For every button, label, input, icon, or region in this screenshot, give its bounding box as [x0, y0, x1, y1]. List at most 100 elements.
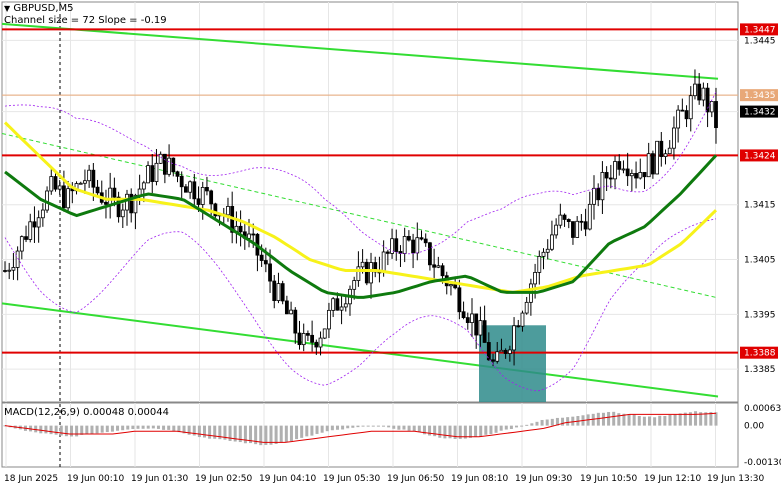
- bear-candle: [474, 313, 479, 336]
- bear-candle: [272, 280, 277, 301]
- macd-histogram-bar: [218, 425, 222, 440]
- macd-histogram-bar: [259, 425, 263, 446]
- macd-histogram-bar: [591, 413, 595, 426]
- channel-upper-line: [1, 22, 719, 80]
- bear-candle: [385, 251, 390, 254]
- x-tick-label: 19 Jun 13:30: [707, 474, 764, 484]
- bull-candle: [57, 185, 62, 190]
- bid-price-tag: [740, 89, 778, 102]
- macd-histogram-bar: [417, 425, 421, 433]
- bull-candle: [141, 182, 146, 190]
- macd-histogram-bar: [182, 425, 186, 434]
- bear-candle: [268, 263, 272, 282]
- bear-candle: [457, 287, 462, 313]
- bull-candle: [125, 193, 129, 211]
- macd-histogram-bar: [668, 414, 672, 426]
- bull-candle: [78, 182, 83, 185]
- macd-histogram-bar: [223, 425, 227, 440]
- bear-candle: [251, 233, 256, 236]
- macd-histogram-bar: [351, 425, 355, 428]
- bear-candle: [406, 236, 411, 241]
- macd-histogram-bar: [382, 425, 386, 427]
- bear-candle: [516, 325, 521, 328]
- macd-signal-line: [4, 412, 717, 443]
- bear-candle: [95, 186, 100, 194]
- macd-histogram-bar: [356, 425, 360, 428]
- macd-histogram-bar: [622, 413, 626, 426]
- macd-histogram-bar: [683, 412, 687, 426]
- macd-histogram-bar: [571, 416, 575, 426]
- macd-histogram-bar: [341, 425, 345, 430]
- macd-histogram-bar: [663, 415, 667, 426]
- macd-histogram-bar: [156, 425, 160, 429]
- bear-candle: [196, 198, 201, 205]
- bear-candle: [697, 83, 702, 101]
- bull-candle: [331, 298, 336, 311]
- bull-candle: [15, 250, 20, 268]
- bull-candle: [638, 172, 643, 179]
- macd-histogram-bar: [95, 425, 99, 434]
- macd-histogram-bar: [632, 414, 636, 426]
- bear-candle: [205, 186, 209, 192]
- bear-candle: [634, 173, 638, 179]
- macd-histogram-bar: [673, 414, 677, 426]
- macd-histogram-bar: [474, 425, 478, 438]
- bear-candle: [280, 283, 285, 302]
- bull-candle: [524, 301, 529, 314]
- level-price-tag: [740, 149, 778, 162]
- macd-histogram-bar: [151, 425, 155, 429]
- macd-histogram-bar: [177, 425, 181, 433]
- macd-histogram-bar: [105, 425, 109, 433]
- macd-histogram-bar: [617, 413, 621, 426]
- macd-histogram-bar: [458, 425, 462, 439]
- bear-candle: [617, 161, 622, 170]
- x-tick-label: 19 Jun 04:10: [259, 474, 316, 484]
- macd-histogram-bar: [75, 425, 79, 437]
- macd-histogram-bar: [627, 414, 631, 426]
- bull-candle: [381, 251, 386, 273]
- macd-histogram-bar: [162, 425, 166, 430]
- macd-histogram-bar: [305, 425, 309, 437]
- level-price-label: 1.3388: [744, 349, 776, 359]
- x-tick-label: 19 Jun 12:10: [644, 474, 701, 484]
- bear-candle: [297, 332, 302, 346]
- macd-histogram-bar: [648, 416, 652, 426]
- macd-histogram-bar: [44, 425, 48, 434]
- bear-candle: [596, 187, 601, 201]
- macd-histogram-bar: [428, 425, 432, 436]
- macd-histogram-bar: [39, 425, 43, 434]
- bear-candle: [684, 110, 689, 120]
- bull-candle: [7, 269, 12, 272]
- macd-histogram-bar: [202, 425, 206, 438]
- last-price-label: 1.3432: [744, 108, 776, 118]
- macd-histogram-bar: [448, 425, 452, 439]
- macd-histogram-bar: [376, 425, 380, 427]
- bull-candle: [499, 349, 504, 353]
- bull-candle: [701, 87, 706, 101]
- bear-candle: [579, 220, 584, 223]
- bear-candle: [284, 300, 289, 315]
- bear-candle: [150, 165, 155, 182]
- macd-histogram-bar: [709, 412, 713, 426]
- bull-candle: [587, 203, 592, 230]
- macd-histogram-bar: [489, 425, 493, 435]
- macd-histogram-bar: [422, 425, 426, 435]
- macd-histogram-bar: [310, 425, 314, 436]
- bull-candle: [28, 221, 33, 240]
- bull-candle: [545, 248, 550, 253]
- bull-candle: [343, 303, 348, 308]
- bear-candle: [209, 190, 214, 205]
- macd-histogram-bar: [243, 425, 247, 444]
- bear-candle: [192, 181, 197, 200]
- macd-histogram-bar: [233, 425, 237, 442]
- bear-candle: [24, 236, 28, 240]
- envelope-upper: [4, 91, 717, 255]
- macd-histogram-bar: [213, 425, 217, 439]
- symbol-label: GBPUSD,M5: [13, 3, 74, 14]
- bull-candle: [495, 351, 500, 362]
- collapse-arrow-icon[interactable]: ▼: [4, 4, 11, 13]
- macd-histogram-bar: [678, 413, 682, 426]
- macd-histogram-bar: [80, 425, 84, 435]
- bear-candle: [625, 168, 630, 177]
